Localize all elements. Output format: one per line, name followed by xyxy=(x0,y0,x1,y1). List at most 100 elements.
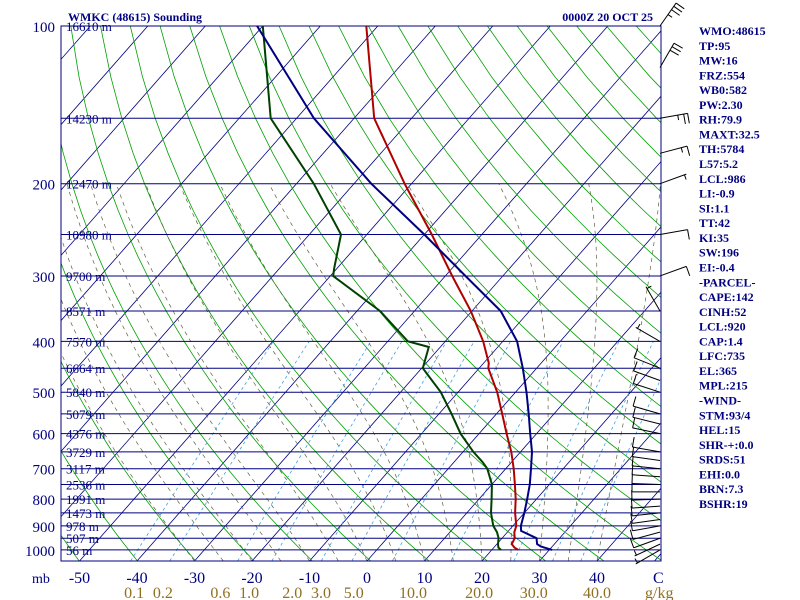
temperature-unit-label: C xyxy=(653,570,664,587)
pressure-tick-label: 600 xyxy=(33,428,56,444)
pressure-tick-label: 1000 xyxy=(25,544,55,560)
mixing-ratio-label: 3.0 xyxy=(311,585,331,600)
wind-barb xyxy=(631,437,661,453)
wind-barb-flag xyxy=(630,520,633,531)
isotherm-line xyxy=(61,26,379,387)
moist-adiabat-line xyxy=(179,183,397,561)
sounding-index: TP:95 xyxy=(699,39,730,53)
temperature-tick-label: -30 xyxy=(184,570,205,587)
wind-barb-flag xyxy=(631,455,634,466)
dry-adiabat-line xyxy=(61,450,138,561)
height-label: 10980 m xyxy=(66,227,112,242)
height-label: 16610 m xyxy=(66,19,112,34)
wind-barb-flag xyxy=(630,498,633,509)
wind-barb-staff xyxy=(632,427,661,435)
height-label: 7570 m xyxy=(66,334,105,349)
isotherm-line xyxy=(251,95,661,561)
mixing-unit-label: g/kg xyxy=(645,585,673,600)
wind-barb xyxy=(659,2,685,27)
temperature-tick-label: -50 xyxy=(69,570,90,587)
wind-barb-staff xyxy=(632,525,661,532)
wind-barb xyxy=(629,529,661,540)
moist-adiabat-line xyxy=(145,183,368,561)
height-label: 9700 m xyxy=(66,269,105,284)
wind-barb-half-flag xyxy=(646,285,652,289)
wind-barb xyxy=(629,537,661,549)
wind-barb-flag xyxy=(629,529,634,540)
sounding-index: KI:35 xyxy=(699,231,729,245)
isotherm-line xyxy=(481,356,661,561)
wind-barb-staff xyxy=(635,549,661,565)
mixing-ratio-label: 40.0 xyxy=(583,585,611,600)
wind-barb-staff xyxy=(659,2,677,27)
wind-barb xyxy=(659,42,683,68)
dry-adiabat-line xyxy=(61,262,255,561)
wind-barb-staff xyxy=(632,512,661,517)
wind-barb-staff xyxy=(633,370,661,381)
wind-barb-staff xyxy=(631,482,661,485)
mixing-ratio-label: 5.0 xyxy=(344,585,364,600)
dry-adiabat-line xyxy=(427,26,661,298)
wind-barb-staff xyxy=(635,326,661,342)
mixing-ratio-label: 0.2 xyxy=(153,585,173,600)
wind-barb xyxy=(659,229,690,240)
temperature-tick-label: 30 xyxy=(532,570,548,587)
dry-adiabat-line xyxy=(308,26,661,445)
temperature-tick-label: 10 xyxy=(417,570,433,587)
height-label: 1991 m xyxy=(66,492,105,507)
height-label: 8571 m xyxy=(66,304,105,319)
sounding-index: L57:5.2 xyxy=(699,157,738,171)
sounding-index: LCL:920 xyxy=(699,320,746,334)
pressure-tick-label: 100 xyxy=(33,20,56,36)
sounding-index: MAXT:32.5 xyxy=(699,127,760,141)
moist-adiabat-line xyxy=(596,183,661,561)
height-label: 1473 m xyxy=(66,506,105,521)
moist-adiabat-line xyxy=(115,183,339,561)
isotherm-line xyxy=(61,26,206,191)
wind-barb-flag xyxy=(673,5,683,13)
wind-barb xyxy=(630,513,661,524)
wind-barb-flag xyxy=(633,361,638,372)
sounding-index: MPL:215 xyxy=(699,379,748,393)
height-label: 2536 m xyxy=(66,477,105,492)
pressure-tick-label: 200 xyxy=(33,178,56,194)
sounding-index: LI:-0.9 xyxy=(699,187,735,201)
height-label: 507 m xyxy=(66,531,99,546)
sounding-index: FRZ:554 xyxy=(699,68,745,82)
wind-barb-flag xyxy=(669,49,679,56)
mixing-ratio-label: 2.0 xyxy=(282,585,302,600)
sounding-index: PW:2.30 xyxy=(699,98,743,112)
wind-barb-half-flag xyxy=(680,147,684,153)
dry-adiabat-line xyxy=(100,26,430,561)
pressure-tick-label: 900 xyxy=(33,520,56,536)
wind-barb-flag xyxy=(675,2,685,10)
wind-barb xyxy=(659,265,691,277)
wind-barb-staff xyxy=(633,357,661,369)
wind-barb xyxy=(634,549,661,565)
dry-adiabat-line xyxy=(368,26,661,371)
wind-barb-flag xyxy=(631,446,635,457)
chart-title: WMKC (48615) Sounding xyxy=(68,10,202,24)
isotherm-line xyxy=(61,26,264,256)
dry-adiabat-line xyxy=(546,26,661,158)
sounding-index: BRN:7.3 xyxy=(699,482,743,496)
pressure-tick-label: 700 xyxy=(33,463,56,479)
wind-barb-flag xyxy=(673,42,683,49)
sounding-index: RH:79.9 xyxy=(699,113,742,127)
wind-barb xyxy=(631,464,661,478)
moist-adiabat-line xyxy=(61,298,224,561)
sounding-index: TH:5784 xyxy=(699,142,744,156)
wind-barb xyxy=(659,112,690,125)
temperature-tick-label: 40 xyxy=(589,570,605,587)
wind-barb-flag xyxy=(632,417,636,428)
dry-adiabat-line xyxy=(0,26,21,561)
wind-barb-flag xyxy=(687,229,690,240)
wind-barb-flag xyxy=(633,348,639,358)
wind-barb-staff xyxy=(632,505,661,509)
mixing-ratio-label: 0.6 xyxy=(210,585,230,600)
mixing-ratio-line xyxy=(351,341,475,561)
dry-adiabat-line xyxy=(61,141,313,561)
dry-adiabat-line xyxy=(248,26,661,522)
wind-barb-staff xyxy=(633,537,661,549)
